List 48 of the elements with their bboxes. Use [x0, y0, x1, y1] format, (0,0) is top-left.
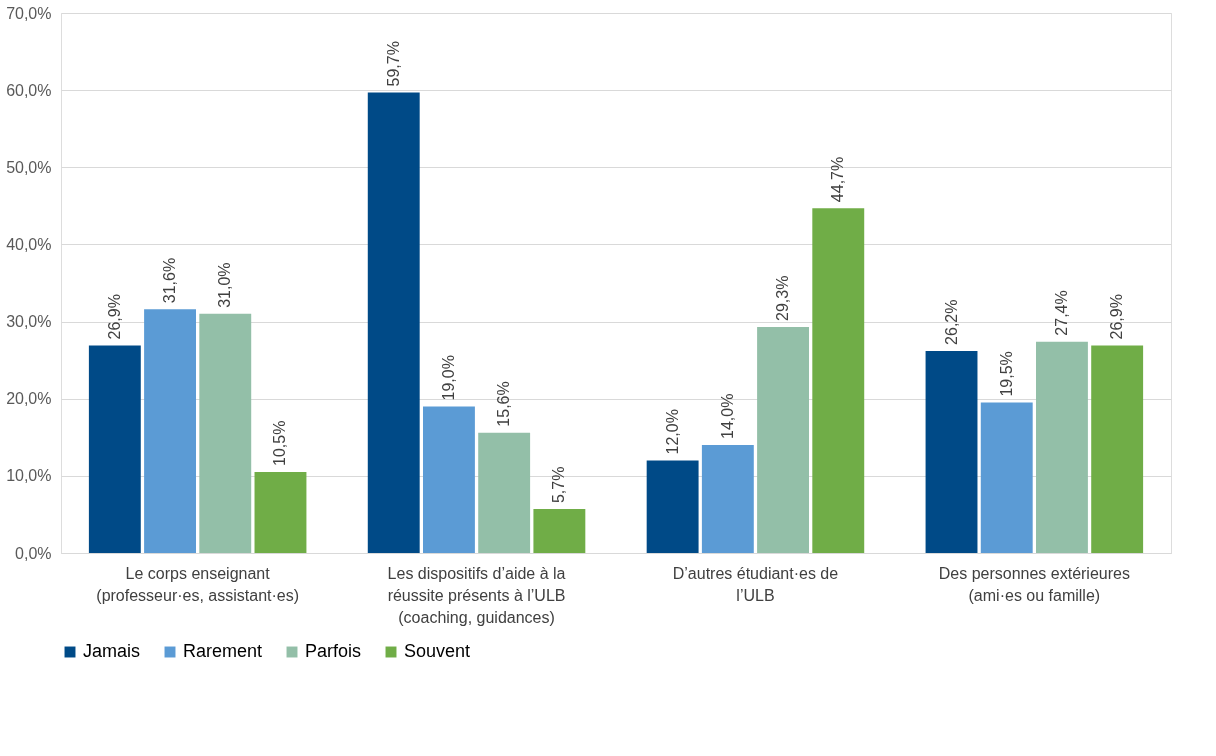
data-label: 44,7%: [829, 156, 847, 203]
data-label: 31,0%: [216, 262, 234, 308]
data-label: 19,0%: [439, 355, 457, 401]
data-label: 15,6%: [495, 381, 513, 427]
bar: [1036, 341, 1088, 553]
x-tick-label: D’autres étudiant·es de l’ULB: [672, 564, 839, 604]
x-tick-label: Des personnes extérieures (ami·es ou famille): [938, 564, 1130, 604]
bar: [757, 326, 809, 553]
bar: [254, 472, 307, 553]
legend-label: Jamais: [83, 641, 141, 661]
y-tick-label: 70,0%: [6, 4, 52, 22]
bar: [199, 313, 252, 553]
data-label: 31,6%: [161, 257, 179, 304]
y-tick-label: 50,0%: [6, 158, 52, 176]
bar: [980, 402, 1033, 553]
data-label: 59,7%: [384, 41, 402, 87]
bar: [925, 350, 978, 553]
data-label: 29,3%: [774, 275, 792, 321]
bar: [1091, 345, 1144, 553]
bar: [423, 406, 475, 553]
y-tick-label: 20,0%: [6, 390, 52, 408]
data-label: 26,9%: [105, 294, 123, 340]
y-tick-label: 10,0%: [6, 467, 52, 485]
legend-label: Rarement: [183, 641, 263, 661]
y-tick-label: 60,0%: [6, 81, 52, 99]
y-tick-label: 40,0%: [6, 235, 52, 253]
x-tick-label: Le corps enseignant (professeur·es, assistant·es): [96, 564, 300, 604]
data-label: 5,7%: [550, 466, 568, 504]
x-tick-label: Les dispositifs d’aide à la réussite présents à l’ULB (coaching, guidances): [387, 564, 566, 626]
data-label: 19,5%: [997, 351, 1015, 397]
data-label: 14,0%: [718, 393, 736, 439]
data-label: 26,9%: [1108, 294, 1126, 340]
bar: [367, 92, 420, 553]
bar: [88, 345, 141, 553]
legend-label: Souvent: [404, 641, 471, 661]
bar: [144, 309, 196, 553]
data-label: 27,4%: [1052, 290, 1070, 336]
data-label: 26,2%: [942, 299, 960, 345]
bar: [701, 445, 754, 553]
bar: [478, 432, 531, 553]
data-label: 10,5%: [271, 420, 289, 466]
bar: [646, 460, 699, 553]
legend-label: Parfois: [305, 641, 362, 661]
y-tick-label: 30,0%: [6, 313, 52, 331]
data-label: 12,0%: [663, 409, 681, 455]
bar: [533, 509, 586, 553]
y-tick-label: 0,0%: [15, 544, 52, 562]
bar: [812, 208, 865, 553]
